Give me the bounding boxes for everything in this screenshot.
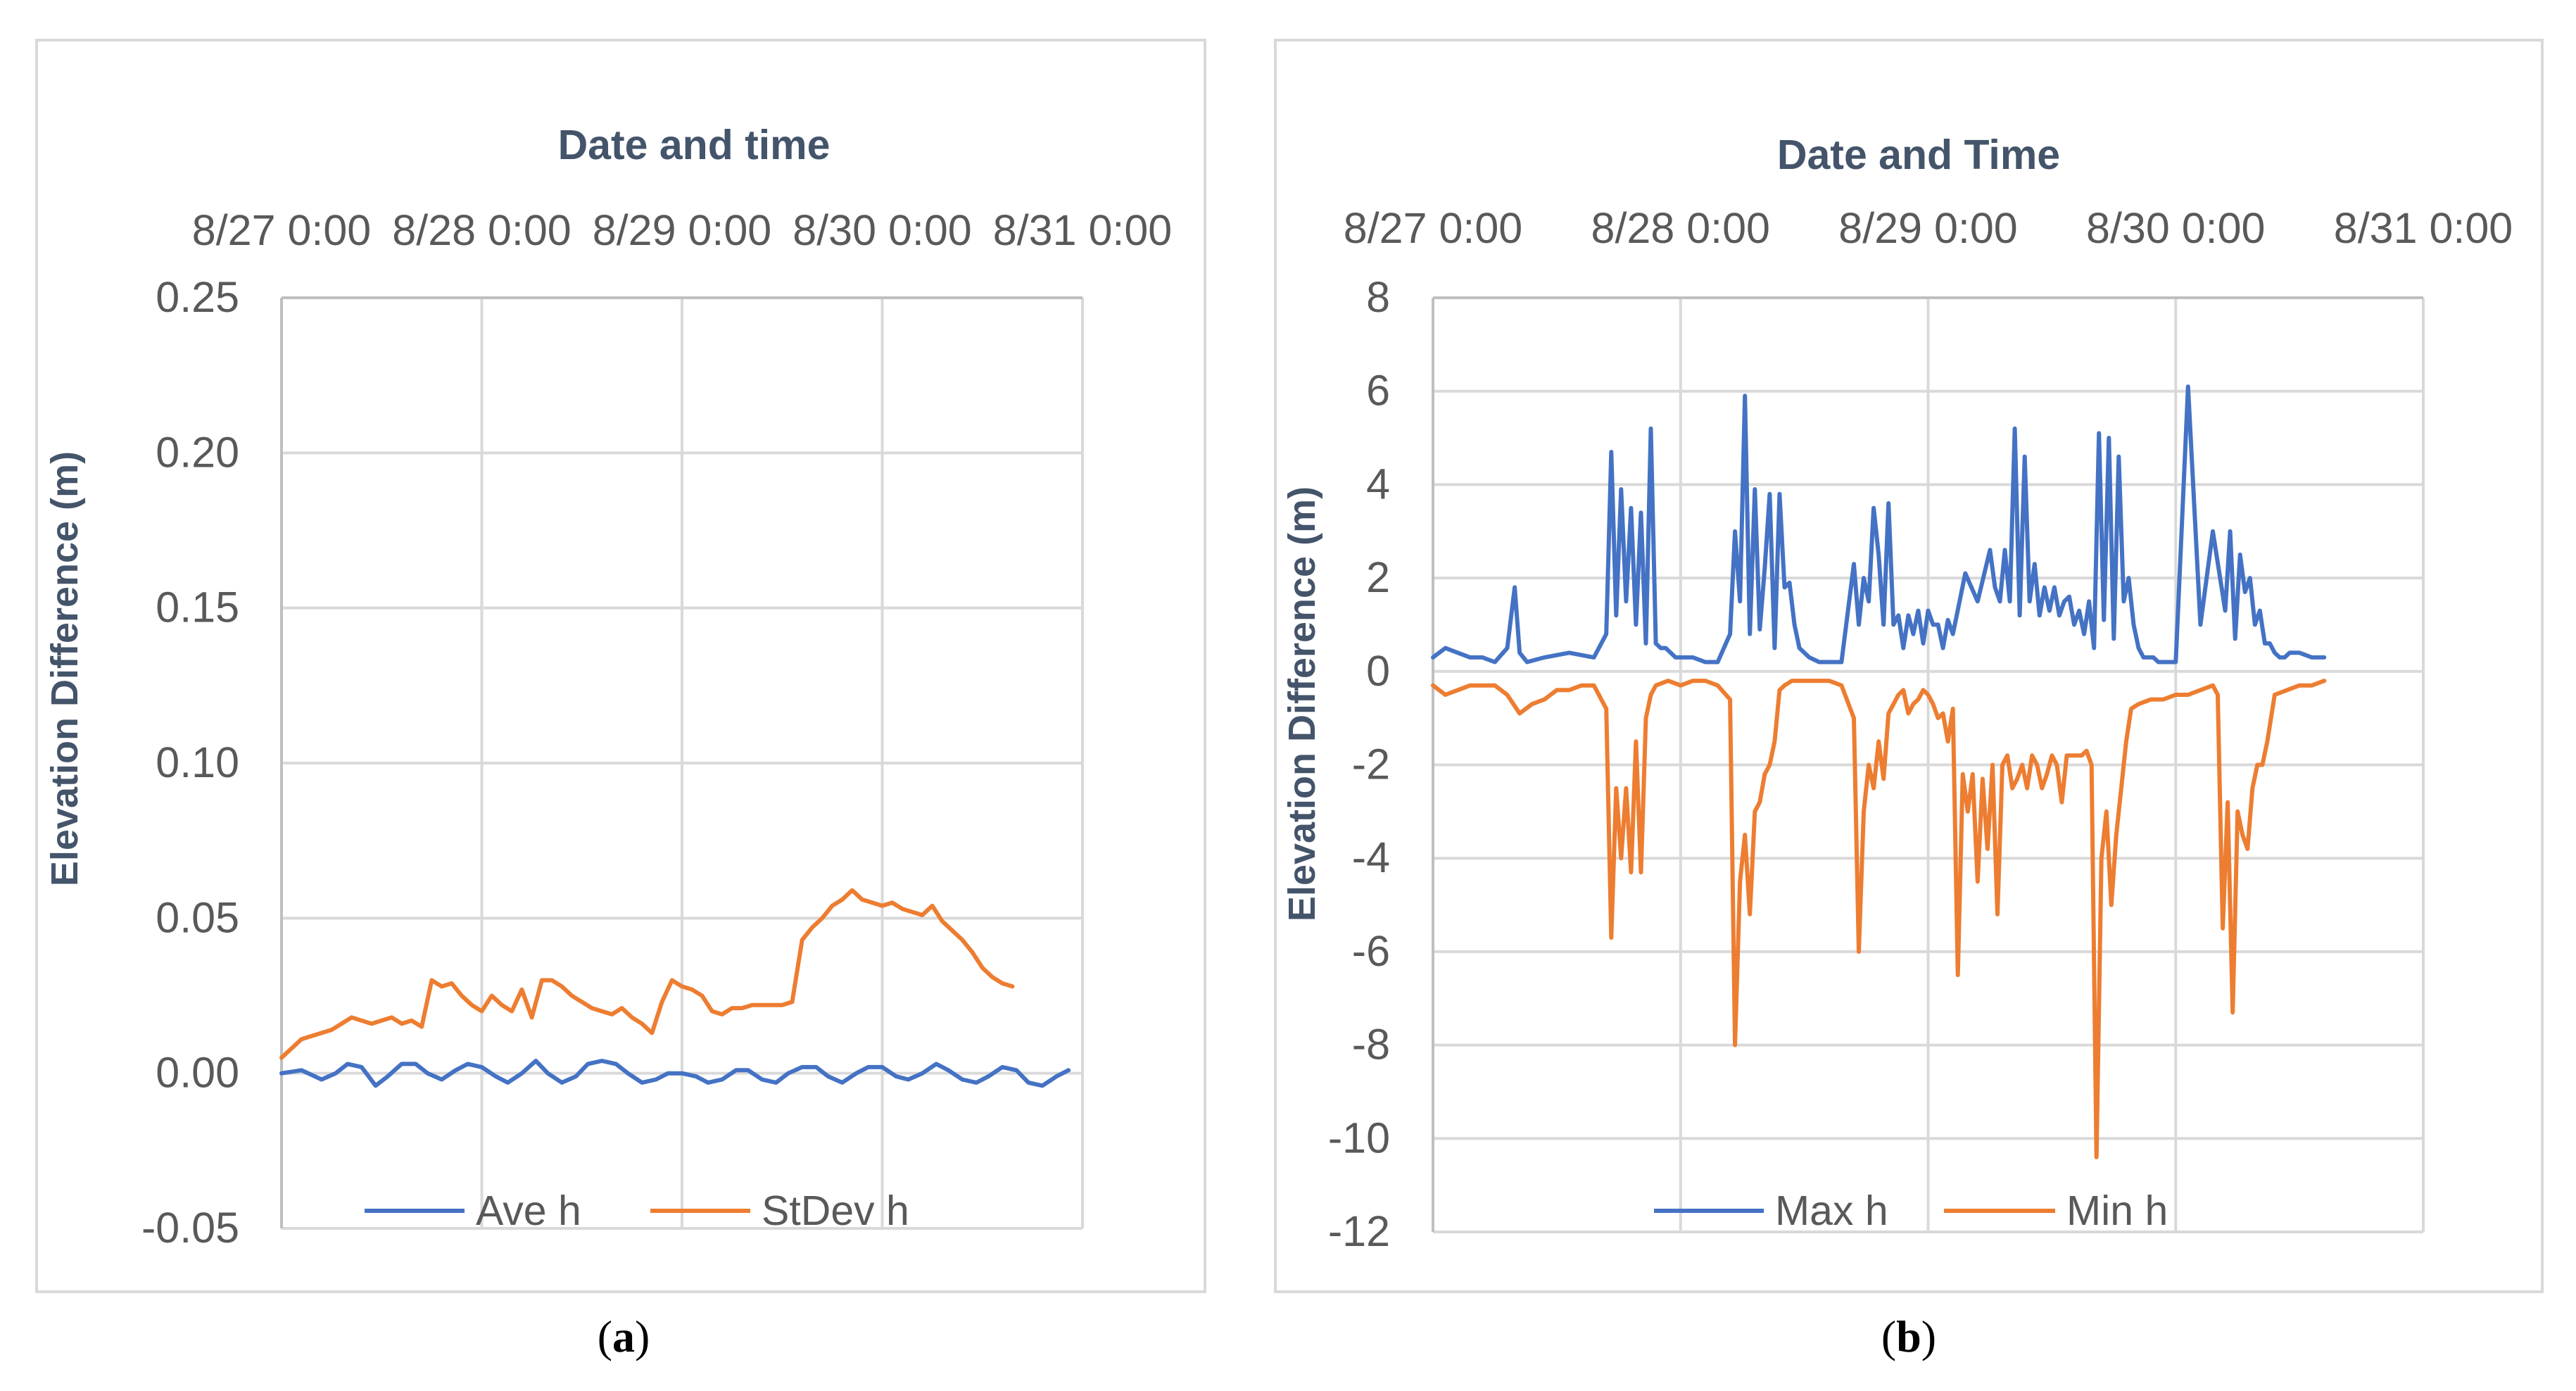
y-tick-label-a-6: -0.05: [141, 1204, 239, 1252]
y-tick-label-a-1: 0.20: [156, 428, 239, 476]
x-tick-label-b-1: 8/28 0:00: [1591, 204, 1770, 252]
chart-b-y-ticks: 8 6 4 2 0 -2 -4 -6 -8 -10 -12: [1328, 273, 1390, 1255]
y-tick-label-b-3: 2: [1366, 553, 1390, 601]
y-tick-label-a-3: 0.10: [156, 738, 239, 786]
x-tick-label-b-0: 8/27 0:00: [1344, 204, 1522, 252]
chart-a-frame: [35, 39, 1206, 1293]
x-tick-label-a-3: 8/30 0:00: [793, 206, 971, 254]
chart-b-grid: [1432, 296, 2425, 1233]
panel-b-caption-letter: b: [1896, 1311, 1921, 1361]
panel-b-caption: (b): [1881, 1311, 1936, 1361]
y-tick-label-b-5: -2: [1352, 741, 1390, 788]
y-tick-label-b-1: 6: [1366, 367, 1390, 415]
series-line-ave-h: [279, 1059, 1071, 1088]
legend-label-min-h: Min h: [2066, 1188, 2168, 1234]
chart-a-series: [279, 888, 1071, 1088]
y-tick-label-b-10: -12: [1328, 1207, 1390, 1255]
y-tick-label-a-0: 0.25: [156, 273, 239, 321]
chart-b-x-ticks: 8/27 0:00 8/28 0:00 8/29 0:00 8/30 0:00 8/31…: [1344, 204, 2513, 252]
y-tick-label-b-6: -4: [1352, 833, 1390, 881]
chart-b-ylabel: Elevation Difference (m): [1281, 486, 1323, 921]
y-tick-label-b-8: -8: [1352, 1021, 1390, 1069]
y-tick-label-b-0: 8: [1366, 273, 1390, 321]
chart-a-ylabel: Elevation Difference (m): [44, 451, 86, 886]
panel-a-caption: (a): [598, 1311, 650, 1361]
chart-b-legend: Max h Min h: [1654, 1188, 2168, 1234]
x-tick-label-a-0: 8/27 0:00: [192, 206, 371, 254]
y-tick-label-a-4: 0.05: [156, 893, 239, 941]
y-tick-label-b-2: 4: [1366, 460, 1390, 508]
chart-a-grid: [280, 296, 1084, 1230]
legend-label-max-h: Max h: [1775, 1188, 1888, 1234]
chart-b-frame: [1274, 39, 2544, 1293]
series-line-stdev-h: [279, 888, 1015, 1060]
chart-b-series: [1431, 384, 2327, 1159]
chart-panel-a: Date and time Elevation Difference (m) 0…: [35, 39, 1206, 1361]
legend-label-stdev-h: StDev h: [762, 1188, 909, 1234]
y-tick-label-b-7: -6: [1352, 927, 1390, 975]
chart-panel-b: Date and Time Elevation Difference (m) 8…: [1274, 39, 2544, 1361]
x-tick-label-b-3: 8/30 0:00: [2086, 204, 2265, 252]
panel-a-caption-letter: a: [612, 1311, 635, 1361]
y-tick-label-a-2: 0.15: [156, 584, 239, 631]
legend-label-ave-h: Ave h: [476, 1188, 581, 1234]
x-tick-label-a-2: 8/29 0:00: [593, 206, 771, 254]
y-tick-label-a-5: 0.00: [156, 1049, 239, 1097]
x-tick-label-b-4: 8/31 0:00: [2334, 204, 2513, 252]
y-tick-label-b-4: 0: [1366, 647, 1390, 695]
chart-b-title: Date and Time: [1777, 132, 2060, 178]
chart-a-legend: Ave h StDev h: [365, 1188, 909, 1234]
chart-a-y-ticks: 0.25 0.20 0.15 0.10 0.05 0.00 -0.05: [141, 273, 239, 1252]
x-tick-label-a-4: 8/31 0:00: [993, 206, 1172, 254]
x-tick-label-b-2: 8/29 0:00: [1838, 204, 2017, 252]
chart-a-x-ticks: 8/27 0:00 8/28 0:00 8/29 0:00 8/30 0:00 8/31…: [192, 206, 1172, 254]
y-tick-label-b-9: -10: [1328, 1114, 1390, 1162]
x-tick-label-a-1: 8/28 0:00: [392, 206, 571, 254]
chart-a-title: Date and time: [558, 122, 831, 168]
series-line-min-h: [1431, 679, 2327, 1159]
series-line-max-h: [1431, 384, 2327, 665]
